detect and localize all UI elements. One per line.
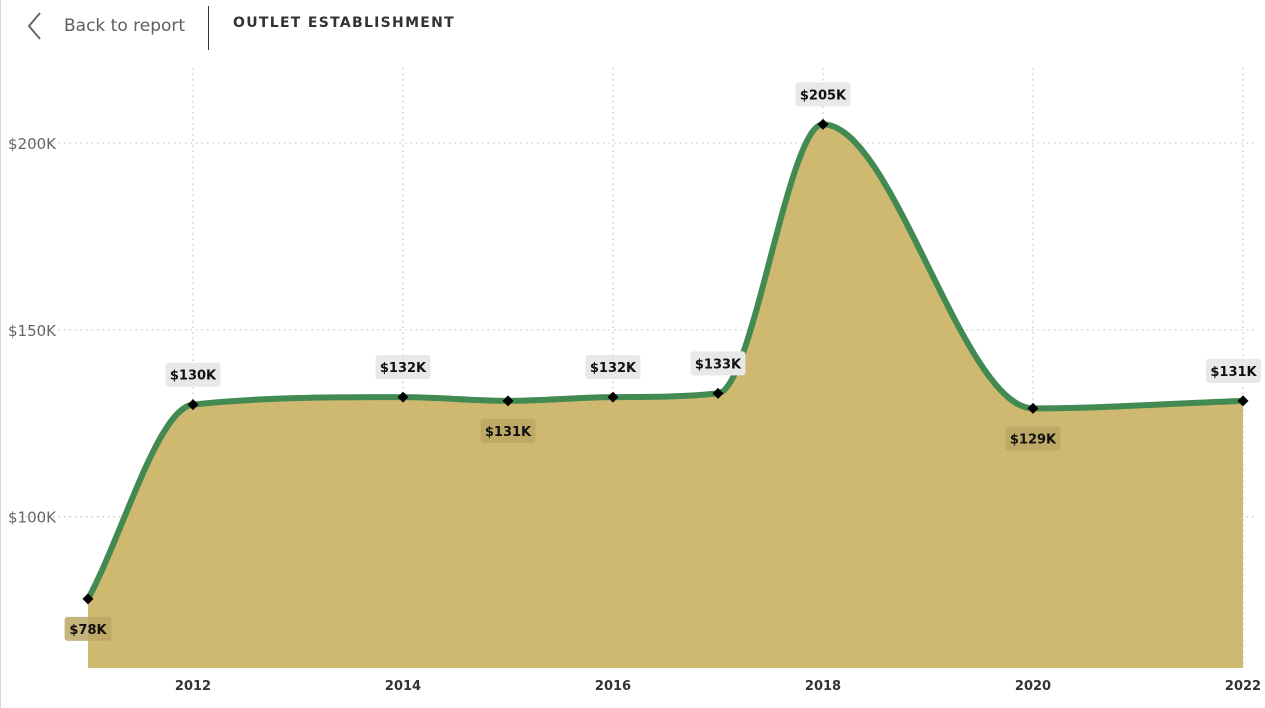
data-label-box	[375, 355, 431, 380]
data-point-marker[interactable]	[712, 387, 724, 399]
chevron-left-icon	[27, 12, 41, 40]
x-tick-label: 2014	[385, 679, 421, 694]
data-point-marker[interactable]	[607, 391, 619, 403]
data-label-box	[585, 355, 641, 380]
data-point-marker[interactable]	[82, 593, 94, 605]
area-fill	[88, 124, 1243, 668]
x-axis: 2012 2014 2016 2018 2020 2022	[175, 679, 1261, 694]
data-label: $78K	[69, 623, 107, 638]
data-label-box	[1206, 358, 1261, 383]
x-tick-label: 2022	[1225, 679, 1261, 694]
x-tick-label: 2016	[595, 679, 631, 694]
page-title: OUTLET ESTABLISHMENT	[233, 15, 456, 31]
back-to-report-label: Back to report	[64, 16, 186, 36]
data-label-box	[64, 616, 112, 641]
data-label-box	[690, 351, 746, 376]
data-point-marker[interactable]	[1027, 402, 1039, 414]
data-label: $131K	[1210, 365, 1257, 380]
data-label-box	[1005, 426, 1061, 451]
y-tick-label: $150K	[8, 322, 57, 340]
x-tick-label: 2018	[805, 679, 841, 694]
panel-left-border	[0, 0, 1, 708]
y-axis: $100K $150K $200K	[8, 135, 57, 527]
data-point-marker[interactable]	[817, 118, 829, 130]
data-label-box	[480, 418, 536, 443]
data-label-box	[165, 362, 221, 387]
y-tick-label: $200K	[8, 135, 57, 153]
data-label: $133K	[695, 357, 742, 372]
data-label-box	[795, 82, 851, 107]
data-label: $130K	[170, 369, 217, 384]
data-point-marker[interactable]	[187, 399, 199, 411]
x-tick-label: 2012	[175, 679, 211, 694]
back-to-report-button[interactable]: Back to report	[22, 8, 185, 44]
series-line	[85, 121, 1246, 602]
data-label: $132K	[380, 361, 427, 376]
data-point-marker[interactable]	[1237, 395, 1249, 407]
data-point-marker[interactable]	[397, 391, 409, 403]
x-tick-label: 2020	[1015, 679, 1051, 694]
markers	[82, 118, 1249, 605]
data-label: $129K	[1010, 432, 1057, 447]
data-label: $131K	[485, 425, 532, 440]
header-divider	[208, 6, 209, 50]
data-label: $132K	[590, 361, 637, 376]
area-layer	[85, 121, 1246, 668]
data-labels: $78K $130K $132K $131K $132K $133K $205K $129K $…	[64, 82, 1261, 641]
data-label: $205K	[800, 88, 847, 103]
y-tick-label: $100K	[8, 509, 57, 527]
data-point-marker[interactable]	[502, 395, 514, 407]
